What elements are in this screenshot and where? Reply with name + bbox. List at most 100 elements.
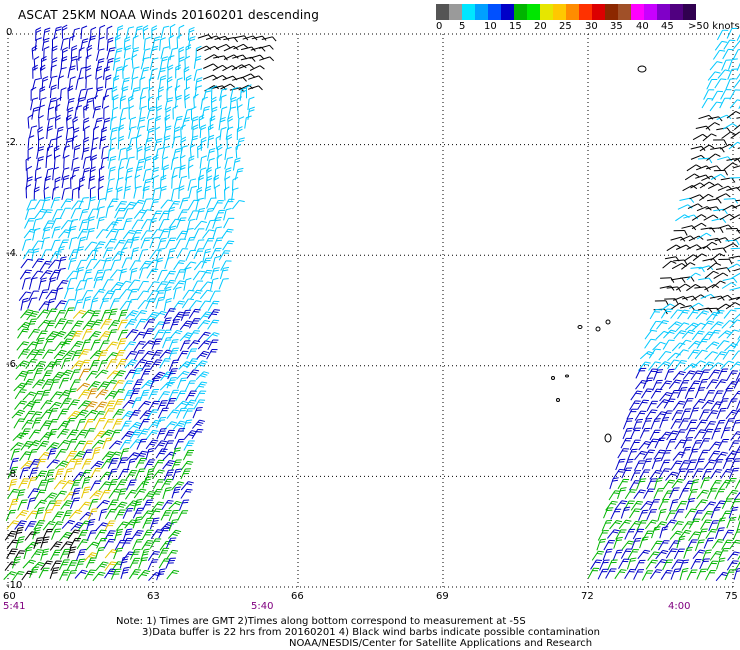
wind-barb bbox=[151, 166, 160, 180]
wind-barb bbox=[733, 122, 740, 130]
wind-barb bbox=[670, 277, 686, 283]
wind-barb bbox=[98, 481, 112, 491]
wind-barb bbox=[105, 341, 119, 351]
wind-barb bbox=[19, 269, 32, 280]
wind-barb bbox=[59, 569, 70, 581]
wind-barb bbox=[597, 568, 609, 580]
wind-barb bbox=[125, 469, 138, 480]
wind-barb bbox=[88, 330, 102, 341]
wind-barb bbox=[86, 518, 96, 531]
wind-barb bbox=[69, 497, 81, 509]
wind-barb bbox=[647, 551, 660, 561]
wind-barb bbox=[617, 478, 630, 490]
wind-barb bbox=[710, 253, 725, 261]
wind-barb bbox=[158, 86, 164, 101]
wind-barb bbox=[141, 380, 155, 389]
wind-barb bbox=[694, 539, 705, 551]
wind-barb bbox=[123, 36, 131, 51]
wind-barb bbox=[89, 480, 102, 491]
wind-barb bbox=[151, 371, 166, 381]
wind-barb bbox=[213, 174, 220, 189]
wind-barb bbox=[659, 285, 675, 291]
wind-barb bbox=[164, 114, 171, 129]
wind-barb bbox=[193, 248, 205, 260]
wind-barb bbox=[249, 54, 265, 60]
wind-barb bbox=[75, 259, 87, 271]
wind-barb bbox=[707, 71, 721, 81]
wind-barb bbox=[60, 37, 69, 51]
wind-barb bbox=[695, 125, 711, 131]
wind-barb bbox=[119, 95, 127, 110]
wind-barb bbox=[54, 341, 67, 352]
wind-barb bbox=[64, 458, 78, 469]
wind-barb bbox=[81, 328, 93, 340]
wind-barb bbox=[123, 341, 137, 351]
wind-barb bbox=[19, 467, 30, 479]
wind-barb bbox=[76, 382, 90, 392]
wind-barb bbox=[706, 78, 718, 90]
wind-barb bbox=[686, 244, 702, 250]
lon-tick-72: 72 bbox=[581, 591, 594, 602]
wind-barb bbox=[146, 290, 160, 301]
wind-barb bbox=[72, 309, 87, 319]
wind-barb bbox=[121, 257, 133, 269]
wind-barb bbox=[92, 105, 102, 119]
wind-barb bbox=[47, 448, 57, 460]
wind-barb bbox=[602, 548, 613, 561]
lat-tick-0: 0 bbox=[6, 27, 13, 38]
wind-barb bbox=[239, 87, 247, 101]
wind-barb bbox=[40, 389, 51, 401]
wind-barb bbox=[188, 185, 198, 199]
wind-barb bbox=[55, 460, 69, 470]
wind-barb bbox=[212, 64, 228, 71]
wind-barb bbox=[114, 207, 126, 219]
wind-barb bbox=[675, 214, 690, 222]
wind-barb bbox=[727, 551, 740, 561]
wind-barb bbox=[47, 418, 59, 430]
wind-barb bbox=[55, 448, 68, 459]
wind-barb bbox=[187, 36, 196, 50]
wind-barb bbox=[161, 478, 173, 489]
wind-barb bbox=[652, 341, 666, 351]
wind-barb bbox=[133, 185, 142, 199]
wind-barb bbox=[176, 370, 190, 380]
wind-barb bbox=[736, 182, 740, 190]
wind-barb bbox=[147, 551, 160, 561]
wind-barb bbox=[45, 331, 59, 341]
wind-barb bbox=[51, 217, 62, 229]
wind-barb bbox=[634, 559, 646, 571]
wind-barb bbox=[191, 116, 199, 130]
wind-barb bbox=[35, 27, 42, 42]
wind-barb bbox=[148, 95, 154, 110]
wind-barb bbox=[722, 48, 734, 60]
wind-barb bbox=[167, 368, 178, 380]
wind-barb bbox=[37, 126, 44, 141]
wind-barb bbox=[89, 186, 96, 201]
wind-barb bbox=[218, 116, 226, 131]
wind-barb bbox=[53, 349, 67, 360]
wind-barb bbox=[102, 247, 114, 259]
wind-barb bbox=[118, 124, 125, 139]
wind-barb bbox=[221, 228, 234, 239]
wind-barb bbox=[210, 247, 222, 259]
wind-barb bbox=[729, 214, 740, 221]
wind-barb bbox=[61, 320, 74, 331]
wind-barb bbox=[21, 277, 31, 290]
wind-barb bbox=[163, 270, 176, 281]
wind-barb bbox=[735, 370, 740, 381]
wind-barb bbox=[183, 440, 195, 451]
wind-barb bbox=[629, 439, 641, 451]
wind-barb bbox=[83, 418, 95, 430]
wind-barb bbox=[20, 297, 29, 311]
wind-barb bbox=[218, 278, 229, 290]
wind-barb bbox=[35, 507, 45, 520]
wind-barb bbox=[722, 349, 735, 360]
wind-barb bbox=[232, 199, 245, 210]
wind-barb bbox=[678, 380, 690, 391]
wind-barb bbox=[108, 451, 122, 461]
wind-barb bbox=[180, 481, 194, 491]
wind-barb bbox=[96, 75, 103, 90]
colorbar-swatch bbox=[527, 4, 540, 20]
wind-barb bbox=[618, 558, 630, 569]
wind-barb bbox=[644, 329, 658, 340]
